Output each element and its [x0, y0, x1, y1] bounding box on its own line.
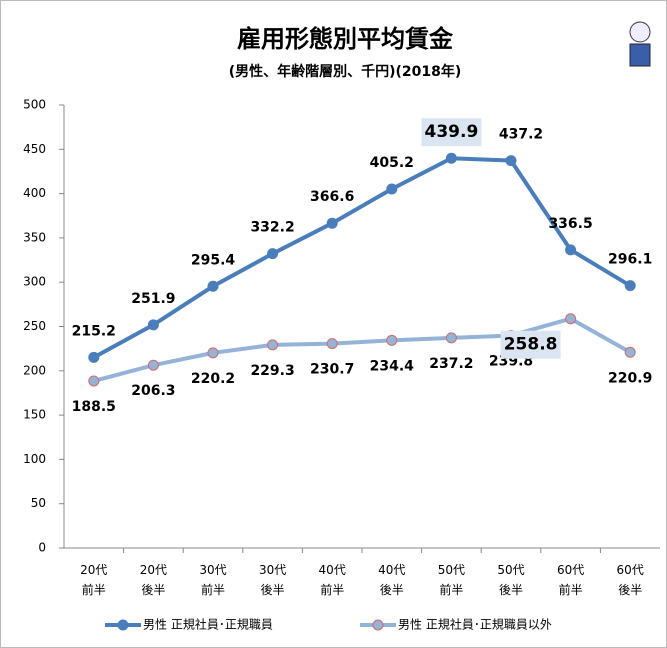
value-label: 230.7: [310, 362, 354, 378]
point: [625, 347, 635, 357]
legend-marker: [373, 620, 383, 630]
chart-subtitle: (男性、年齢階層別、千円)(2018年): [229, 63, 462, 80]
point: [208, 281, 218, 291]
x-tick-line: 20代: [80, 563, 107, 577]
value-label: 366.6: [310, 189, 354, 205]
point: [268, 249, 278, 259]
x-tick-line: 後半: [261, 583, 285, 597]
value-label: 188.5: [72, 399, 116, 415]
x-tick-line: 前半: [201, 582, 225, 597]
point: [506, 156, 516, 166]
x-tick-line: 60代: [557, 563, 584, 577]
x-tick-line: 後半: [141, 583, 165, 597]
x-tick-line: 後半: [618, 583, 642, 597]
x-tick-line: 前半: [320, 582, 344, 597]
x-tick-line: 40代: [378, 563, 405, 577]
value-label: 439.9: [425, 122, 479, 142]
x-tick-line: 後半: [380, 583, 404, 597]
value-label: 258.8: [504, 335, 558, 355]
x-tick-line: 後半: [499, 583, 523, 597]
value-label: 295.4: [191, 252, 236, 268]
value-label: 215.2: [72, 323, 116, 339]
legend-label: 男性 正規社員･正規職員以外: [398, 617, 552, 632]
point: [208, 348, 218, 358]
y-tick-label: 350: [23, 230, 46, 244]
value-label: 336.5: [548, 216, 592, 232]
value-label: 437.2: [499, 127, 543, 143]
y-tick-label: 200: [23, 363, 46, 377]
x-tick-line: 60代: [617, 563, 644, 577]
value-label: 251.9: [131, 291, 175, 307]
value-label: 237.2: [429, 356, 473, 372]
y-tick-label: 150: [23, 408, 46, 422]
y-tick-label: 250: [23, 319, 46, 333]
point: [387, 184, 397, 194]
x-tick-line: 30代: [259, 563, 286, 577]
point: [89, 352, 99, 362]
x-tick-line: 50代: [497, 563, 524, 577]
point: [446, 333, 456, 343]
point: [148, 320, 158, 330]
x-tick-line: 50代: [438, 563, 465, 577]
mascot-icon: [630, 22, 650, 66]
x-tick-line: 前半: [439, 582, 463, 597]
chart: 雇用形態別平均賃金 (男性、年齢階層別、千円)(2018年) 0 50 100 150…: [0, 0, 667, 648]
point: [387, 335, 397, 345]
chart-title: 雇用形態別平均賃金: [237, 25, 454, 53]
y-tick-label: 300: [23, 275, 46, 289]
value-label: 229.3: [250, 363, 294, 379]
y-tick-label: 450: [23, 142, 46, 156]
x-tick-line: 30代: [199, 563, 226, 577]
y-tick-label: 100: [23, 452, 46, 466]
legend-label: 男性 正規社員･正規職員: [143, 617, 273, 632]
value-label: 296.1: [608, 252, 652, 268]
point: [566, 314, 576, 324]
value-label: 206.3: [131, 383, 175, 399]
value-label: 405.2: [370, 155, 414, 171]
y-tick-label: 50: [31, 496, 46, 510]
value-label: 220.9: [608, 370, 652, 386]
x-tick-line: 40代: [319, 563, 346, 577]
point: [148, 360, 158, 370]
legend-marker: [118, 620, 128, 630]
y-tick-label: 400: [23, 186, 46, 200]
value-label: 220.2: [191, 371, 235, 387]
x-tick-line: 前半: [82, 582, 106, 597]
point: [566, 245, 576, 255]
y-tick-label: 0: [38, 541, 46, 555]
y-tick-label: 500: [23, 98, 46, 112]
value-label: 332.2: [250, 220, 294, 236]
point: [89, 376, 99, 386]
point: [327, 339, 337, 349]
point: [446, 153, 456, 163]
x-tick-line: 20代: [140, 563, 167, 577]
value-label: 234.4: [370, 358, 415, 374]
x-tick-line: 前半: [559, 582, 583, 597]
point: [625, 281, 635, 291]
point: [327, 218, 337, 228]
point: [268, 340, 278, 350]
